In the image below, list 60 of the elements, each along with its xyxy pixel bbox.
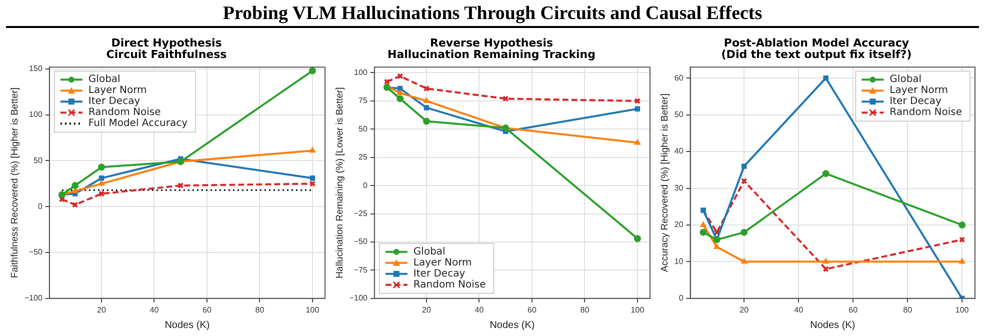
x-axis-title: Nodes (K) (490, 320, 535, 331)
y-tick-label: 50 (34, 156, 43, 165)
y-tick-label: 60 (674, 73, 684, 82)
text: Probing VLM Hallucinations Through Circuits and Causal Effects (6, 0, 979, 28)
y-axis-title: Accuracy Recovered (%) [Higher is Better] (659, 94, 670, 272)
legend-label: Layer Norm (890, 85, 948, 96)
y-tick-label: −100 (349, 294, 368, 303)
x-tick-label: 100 (955, 305, 970, 314)
y-tick-label: 0 (362, 180, 368, 190)
legend-label: Global (88, 74, 120, 86)
legend-label: Random Noise (413, 279, 486, 290)
y-tick-label: 75 (358, 96, 368, 106)
y-tick-label: 40 (674, 146, 684, 156)
x-tick-label: 100 (306, 305, 320, 314)
y-tick-label: 20 (674, 220, 684, 230)
x-tick-label: 60 (528, 305, 537, 314)
x-tick-label: 60 (202, 305, 212, 314)
y-tick-label: −50 (28, 248, 43, 257)
x-tick-label: 20 (422, 305, 432, 314)
x-tick-label: 100 (630, 305, 645, 314)
legend-label: Random Noise (88, 107, 161, 118)
chart-title: Reverse Hypothesis Hallucination Remaining Tracking (388, 36, 596, 62)
legend-label: Full Model Accuracy (88, 118, 188, 130)
y-tick-label: −50 (354, 237, 368, 246)
y-tick-label: 150 (29, 64, 43, 74)
y-tick-label: 50 (674, 110, 684, 120)
y-tick-label: 0 (678, 294, 684, 303)
legend-label: Layer Norm (413, 257, 472, 268)
y-tick-label: 100 (354, 68, 368, 77)
y-tick-label: 10 (674, 256, 684, 266)
y-tick-label: 30 (674, 183, 684, 192)
legend-label: Iter Decay (88, 96, 140, 108)
y-tick-label: 0 (38, 202, 43, 211)
x-tick-label: 40 (150, 305, 160, 314)
x-tick-label: 20 (740, 305, 750, 314)
x-axis-title: Nodes (K) (164, 320, 210, 331)
y-tick-label: 25 (358, 152, 368, 162)
legend-label: Random Noise (890, 107, 962, 118)
y-tick-label: −100 (24, 294, 43, 303)
legend-label: Layer Norm (88, 85, 147, 96)
legend-label: Global (890, 74, 922, 86)
y-axis-title: Faithfulness Recovered (%) [Higher is Better] (9, 87, 20, 278)
y-axis-title: Hallucination Remaining (%) [Lower is Better] (334, 87, 346, 278)
x-tick-label: 40 (794, 305, 804, 314)
legend-label: Global (413, 246, 446, 258)
x-tick-label: 40 (474, 305, 484, 314)
legend-label: Iter Decay (890, 96, 942, 108)
chart-title: Post-Ablation Model Accuracy (Did the text output fix itself?) (721, 36, 912, 62)
x-tick-label: 80 (580, 305, 590, 314)
x-axis-title: Nodes (K) (810, 320, 856, 331)
x-tick-label: 80 (903, 305, 913, 314)
y-tick-label: 100 (29, 110, 43, 120)
x-tick-label: 60 (848, 305, 858, 314)
chart-title: Direct Hypothesis Circuit Faithfulness (106, 36, 228, 62)
y-tick-label: −25 (354, 208, 368, 218)
y-tick-label: 50 (358, 124, 368, 134)
legend-label: Iter Decay (413, 268, 466, 280)
x-tick-label: 80 (255, 305, 265, 314)
y-tick-label: −75 (354, 265, 368, 274)
x-tick-label: 20 (97, 305, 106, 314)
